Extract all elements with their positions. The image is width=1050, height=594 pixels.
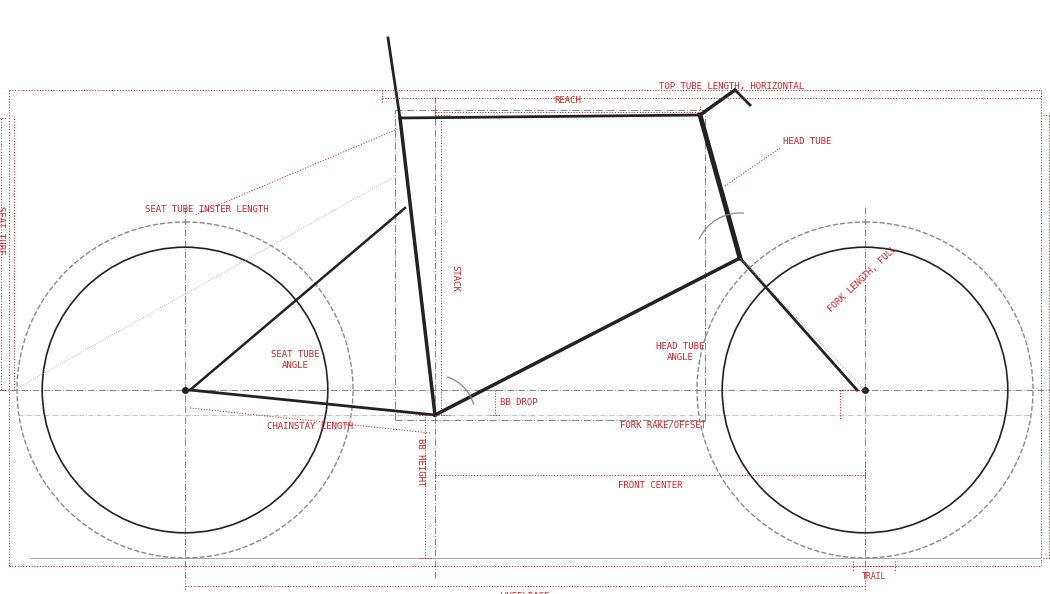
Text: FORK LENGTH, FULL: FORK LENGTH, FULL [827, 244, 900, 313]
Text: STACK: STACK [450, 265, 460, 292]
Text: HEAD TUBE
ANGLE: HEAD TUBE ANGLE [656, 342, 705, 362]
Text: FRONT CENTER: FRONT CENTER [617, 481, 682, 490]
Text: FORK RAKE/OFFSET: FORK RAKE/OFFSET [620, 421, 706, 429]
Text: SEAT TUBE INSTER LENGTH: SEAT TUBE INSTER LENGTH [145, 206, 269, 214]
Text: SEAT TUBE
ANGLE: SEAT TUBE ANGLE [271, 350, 319, 369]
Text: REACH: REACH [554, 96, 581, 105]
Text: TOP TUBE LENGTH, HORIZONTAL: TOP TUBE LENGTH, HORIZONTAL [659, 82, 804, 91]
Text: HEAD TUBE: HEAD TUBE [783, 137, 832, 147]
Text: WHEELBASE: WHEELBASE [501, 592, 549, 594]
Text: TRAIL: TRAIL [862, 572, 886, 581]
Text: BB DROP: BB DROP [500, 398, 538, 407]
Text: SEAT TUBE
LENGTH: SEAT TUBE LENGTH [0, 206, 4, 254]
Text: BB HEIGHT: BB HEIGHT [416, 438, 424, 486]
Text: CHAINSTAY LENGTH: CHAINSTAY LENGTH [267, 422, 353, 431]
